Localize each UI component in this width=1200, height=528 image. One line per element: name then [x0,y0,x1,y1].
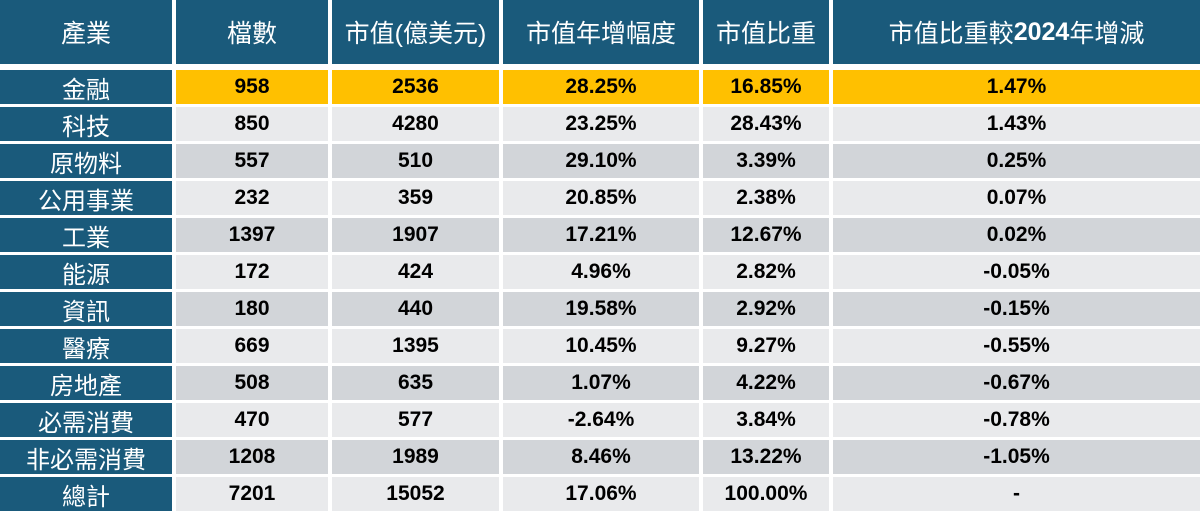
industry-cell: 資訊 [0,292,172,326]
weight-change-cell: - [833,477,1200,511]
industry-cell: 金融 [0,70,172,104]
growth-cell: 19.58% [503,292,699,326]
growth-cell: 10.45% [503,329,699,363]
col-header-industry: 產業 [0,0,172,64]
weight-cell: 100.00% [703,477,829,511]
weight-cell: 3.84% [703,403,829,437]
col-header-weight-change-year: 2024 [1013,17,1070,46]
count-cell: 172 [176,255,328,289]
sector-market-value-table: 產業 檔數 市值(億美元) 市值年增幅度 市值比重 市值比重較 2024 年增減 金… [0,0,1200,511]
growth-cell: 4.96% [503,255,699,289]
industry-cell: 必需消費 [0,403,172,437]
weight-change-cell: -0.78% [833,403,1200,437]
weight-cell: 12.67% [703,218,829,252]
industry-cell: 非必需消費 [0,440,172,474]
weight-change-cell: -0.67% [833,366,1200,400]
weight-cell: 16.85% [703,70,829,104]
count-cell: 508 [176,366,328,400]
weight-change-cell: 0.25% [833,144,1200,178]
market-cap-cell: 635 [332,366,499,400]
col-header-weight-change: 市值比重較 2024 年增減 [833,0,1200,64]
market-cap-cell: 1989 [332,440,499,474]
industry-cell: 醫療 [0,329,172,363]
market-cap-cell: 1907 [332,218,499,252]
growth-cell: 17.06% [503,477,699,511]
growth-cell: 8.46% [503,440,699,474]
market-cap-cell: 2536 [332,70,499,104]
count-cell: 232 [176,181,328,215]
weight-change-cell: 1.47% [833,70,1200,104]
weight-cell: 2.92% [703,292,829,326]
growth-cell: 23.25% [503,107,699,141]
weight-cell: 2.38% [703,181,829,215]
weight-change-cell: -0.15% [833,292,1200,326]
market-cap-cell: 510 [332,144,499,178]
growth-cell: 1.07% [503,366,699,400]
count-cell: 669 [176,329,328,363]
count-cell: 1208 [176,440,328,474]
industry-cell: 原物料 [0,144,172,178]
weight-cell: 2.82% [703,255,829,289]
count-cell: 557 [176,144,328,178]
growth-cell: 20.85% [503,181,699,215]
market-cap-cell: 1395 [332,329,499,363]
col-header-count: 檔數 [176,0,328,64]
count-cell: 1397 [176,218,328,252]
weight-change-cell: 1.43% [833,107,1200,141]
industry-cell: 房地產 [0,366,172,400]
market-cap-cell: 15052 [332,477,499,511]
growth-cell: 28.25% [503,70,699,104]
weight-cell: 3.39% [703,144,829,178]
count-cell: 470 [176,403,328,437]
weight-change-cell: 0.02% [833,218,1200,252]
col-header-weight-change-suffix: 年增減 [1069,20,1145,48]
weight-change-cell: -0.55% [833,329,1200,363]
count-cell: 180 [176,292,328,326]
col-header-weight: 市值比重 [703,0,829,64]
weight-cell: 4.22% [703,366,829,400]
count-cell: 850 [176,107,328,141]
market-cap-cell: 424 [332,255,499,289]
growth-cell: -2.64% [503,403,699,437]
industry-cell: 總計 [0,477,172,511]
col-header-weight-change-prefix: 市值比重較 [888,20,1014,48]
weight-change-cell: -0.05% [833,255,1200,289]
weight-change-cell: -1.05% [833,440,1200,474]
count-cell: 958 [176,70,328,104]
market-cap-cell: 577 [332,403,499,437]
growth-cell: 29.10% [503,144,699,178]
col-header-growth: 市值年增幅度 [503,0,699,64]
industry-cell: 工業 [0,218,172,252]
count-cell: 7201 [176,477,328,511]
market-cap-cell: 359 [332,181,499,215]
weight-cell: 13.22% [703,440,829,474]
col-header-market-cap: 市值(億美元) [332,0,499,64]
weight-cell: 28.43% [703,107,829,141]
industry-cell: 公用事業 [0,181,172,215]
industry-cell: 能源 [0,255,172,289]
market-cap-cell: 4280 [332,107,499,141]
industry-cell: 科技 [0,107,172,141]
weight-cell: 9.27% [703,329,829,363]
weight-change-cell: 0.07% [833,181,1200,215]
growth-cell: 17.21% [503,218,699,252]
market-cap-cell: 440 [332,292,499,326]
